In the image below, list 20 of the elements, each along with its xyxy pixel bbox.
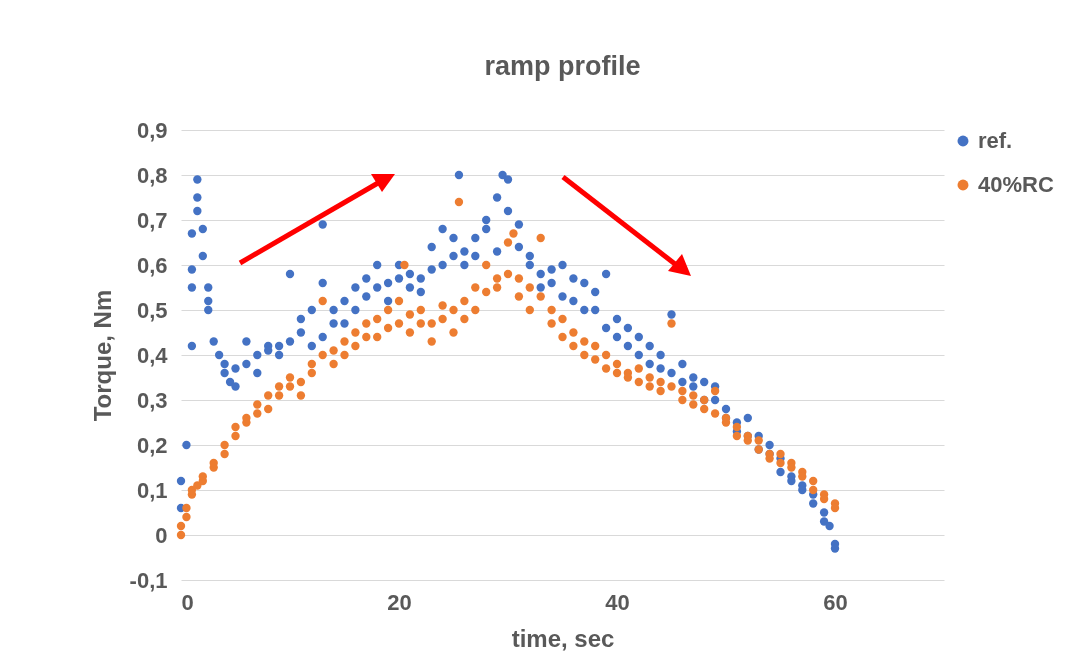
x-tick-label: 0 — [181, 589, 194, 615]
y-tick-label: 0,1 — [136, 477, 168, 503]
x-axis-title: time, sec — [511, 624, 615, 652]
y-tick-label: 0,6 — [136, 252, 168, 278]
y-tick-label: 0,7 — [136, 207, 168, 233]
y-tick-label: 0,4 — [136, 342, 169, 368]
y-tick-label: 0,9 — [136, 117, 168, 143]
y-tick-label: 0 — [155, 522, 168, 548]
y-tick-label: 0,5 — [136, 297, 168, 323]
chart-title: ramp profile — [484, 51, 641, 81]
legend-label: ref. — [978, 128, 1013, 153]
x-tick-label: 60 — [823, 589, 848, 615]
x-tick-label: 40 — [605, 589, 630, 615]
legend-label: 40%RC — [978, 172, 1054, 197]
y-tick-label: -0,1 — [129, 567, 168, 593]
y-tick-label: 0,3 — [136, 387, 168, 413]
y-tick-label: 0,8 — [136, 162, 168, 188]
x-tick-label: 20 — [387, 589, 412, 615]
y-axis-title: Torque, Nm — [88, 289, 116, 422]
y-tick-label: 0,2 — [136, 432, 168, 458]
